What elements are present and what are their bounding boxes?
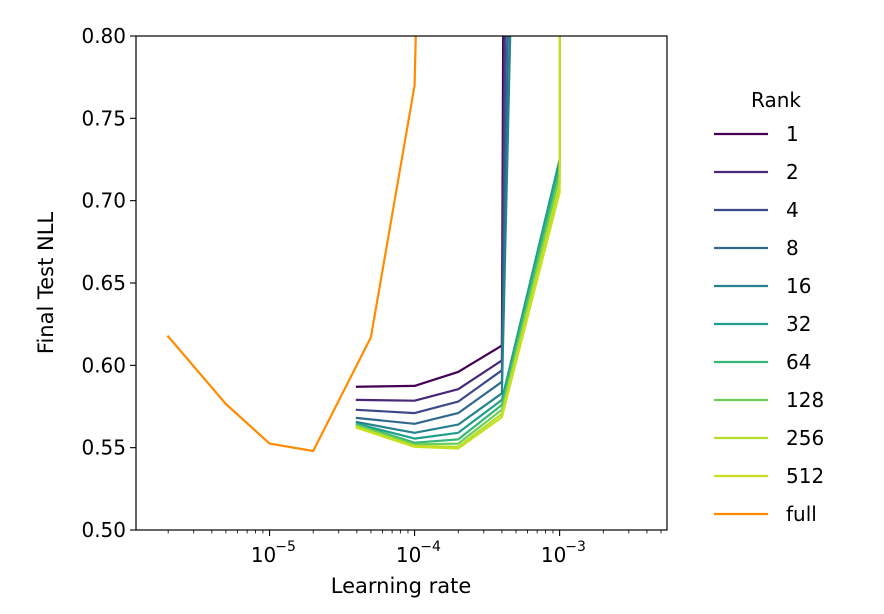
y-tick-label: 0.80 bbox=[81, 24, 126, 48]
y-tick-label: 0.50 bbox=[81, 518, 126, 542]
legend-label-rank-2: 2 bbox=[786, 160, 799, 184]
series-line-rank-1 bbox=[355, 36, 505, 388]
y-axis-label: Final Test NLL bbox=[34, 212, 58, 355]
series-line-rank-256 bbox=[355, 36, 561, 448]
series-line-rank-128 bbox=[355, 36, 561, 446]
y-axis-ticks: 0.50 0.55 0.60 0.65 0.70 0.75 0.80 bbox=[81, 24, 136, 542]
series-line-rank-64 bbox=[355, 36, 561, 444]
legend-label-rank-128: 128 bbox=[786, 388, 824, 412]
series-line-rank-2 bbox=[355, 36, 506, 402]
x-tick-exponent: −3 bbox=[565, 539, 586, 555]
series-line-rank-512 bbox=[355, 36, 561, 450]
series-line-rank-16 bbox=[355, 36, 512, 434]
y-tick-label: 0.75 bbox=[81, 106, 126, 130]
legend-label-rank-1: 1 bbox=[786, 122, 799, 146]
x-axis-ticks: 10−5 10−4 10−3 bbox=[167, 530, 662, 567]
y-tick-label: 0.60 bbox=[81, 353, 126, 377]
legend-label-rank-8: 8 bbox=[786, 236, 799, 260]
x-tick-exponent: −5 bbox=[275, 539, 296, 555]
legend-label-rank-32: 32 bbox=[786, 312, 811, 336]
series-line-rank-4 bbox=[355, 36, 507, 415]
legend: Rank 1 2 4 8 16 32 64 128 256 512 full bbox=[714, 88, 824, 526]
legend-label-rank-256: 256 bbox=[786, 426, 824, 450]
legend-title: Rank bbox=[751, 88, 801, 112]
legend-label-rank-4: 4 bbox=[786, 198, 799, 222]
plot-frame bbox=[135, 35, 668, 531]
y-tick-label: 0.55 bbox=[81, 436, 126, 460]
y-tick-label: 0.70 bbox=[81, 189, 126, 213]
x-axis-label: Learning rate bbox=[331, 574, 472, 598]
legend-label-rank-512: 512 bbox=[786, 464, 824, 488]
legend-label-rank-16: 16 bbox=[786, 274, 811, 298]
y-tick-label: 0.65 bbox=[81, 271, 126, 295]
legend-label-rank-full: full bbox=[786, 502, 817, 526]
x-tick-label: 10 bbox=[251, 543, 276, 567]
x-tick-exponent: −4 bbox=[420, 539, 441, 555]
series-line-rank-8 bbox=[355, 36, 509, 425]
series-line-rank-full bbox=[166, 36, 417, 453]
x-tick-label: 10 bbox=[396, 543, 421, 567]
series-layer bbox=[166, 36, 561, 453]
legend-label-rank-64: 64 bbox=[786, 350, 811, 374]
x-tick-label: 10 bbox=[541, 543, 566, 567]
